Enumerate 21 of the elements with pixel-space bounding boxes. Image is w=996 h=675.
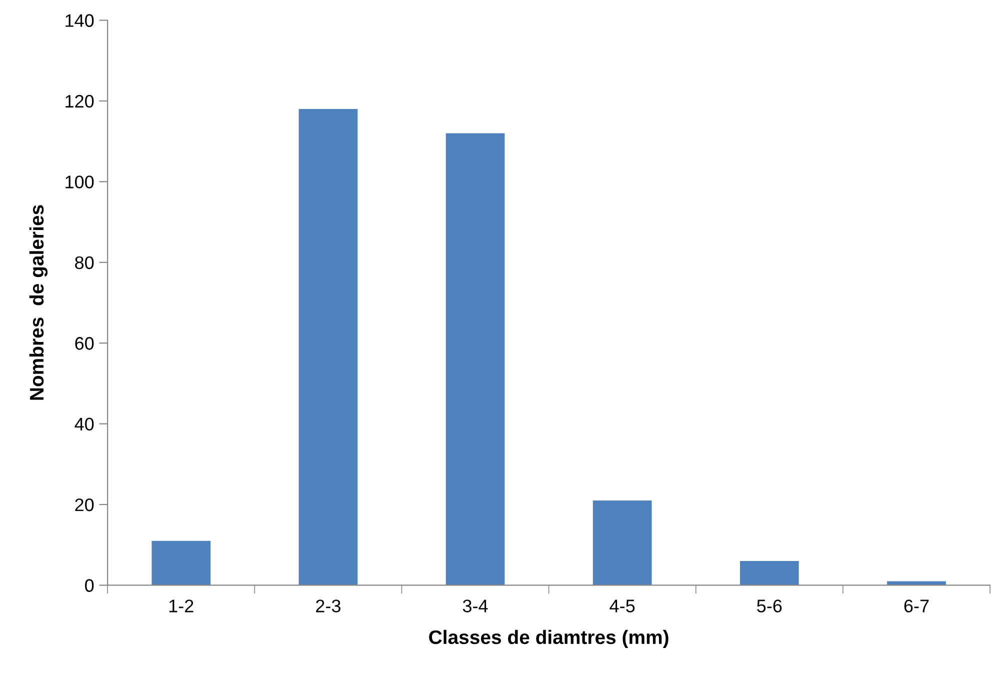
x-tick-label: 1-2 [169,600,194,612]
y-tick-label: 80 [75,256,94,270]
y-tick-label: 100 [66,176,94,188]
y-tick-label: 0 [85,579,94,592]
x-tick-label: 2-3 [316,600,340,612]
y-tick-label: 60 [75,337,94,350]
y-tick-label: 40 [74,418,94,431]
x-tick-label: 4-5 [610,600,635,612]
x-tick-label: 3-4 [462,600,488,612]
x-tick-label: 6-7 [904,600,929,612]
y-tick-label: 140 [66,14,94,27]
x-axis-title: Classes de diamtres (mm) [429,630,668,648]
bar [446,133,505,586]
x-tick-label: 5-6 [757,600,782,612]
y-axis-title: Nombres de galeries [29,205,48,400]
y-tick-label: 20 [75,498,94,512]
bar [592,500,652,586]
bar [298,109,358,586]
bar [152,540,211,586]
bar [740,561,799,586]
y-tick-label: 120 [66,94,94,108]
